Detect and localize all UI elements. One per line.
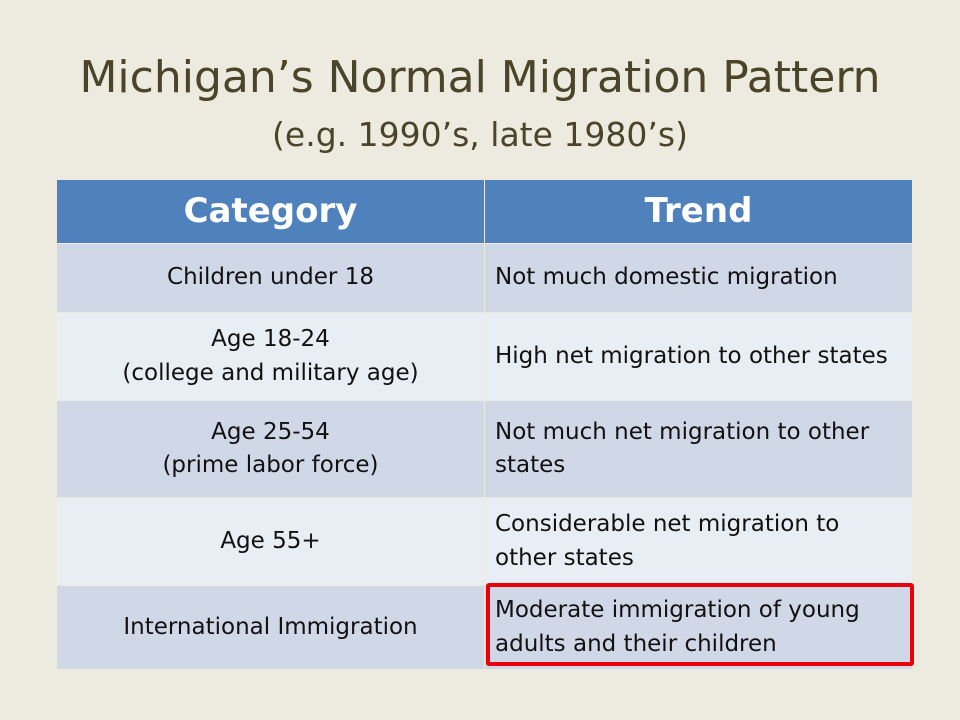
category-cell: Age 25-54 (prime labor force) bbox=[57, 401, 484, 497]
category-cell: International Immigration bbox=[57, 586, 484, 669]
subtitle: (e.g. 1990’s, late 1980’s) bbox=[272, 115, 688, 154]
trend-cell: Not much net migration to other states bbox=[485, 401, 912, 497]
trend-cell: Considerable net migration to other stat… bbox=[485, 498, 912, 585]
trend-cell: Not much domestic migration bbox=[485, 244, 912, 312]
trend-cell: Moderate immigration of young adults and… bbox=[485, 586, 912, 669]
column-header: Category bbox=[57, 180, 484, 243]
highlight-box bbox=[486, 583, 914, 666]
category-cell: Age 55+ bbox=[57, 498, 484, 585]
category-cell: Children under 18 bbox=[57, 244, 484, 312]
title: Michigan’s Normal Migration Pattern bbox=[79, 52, 881, 103]
category-cell: Age 18-24 (college and military age) bbox=[57, 313, 484, 400]
trend-cell: High net migration to other states bbox=[485, 313, 912, 400]
column-header: Trend bbox=[485, 180, 912, 243]
